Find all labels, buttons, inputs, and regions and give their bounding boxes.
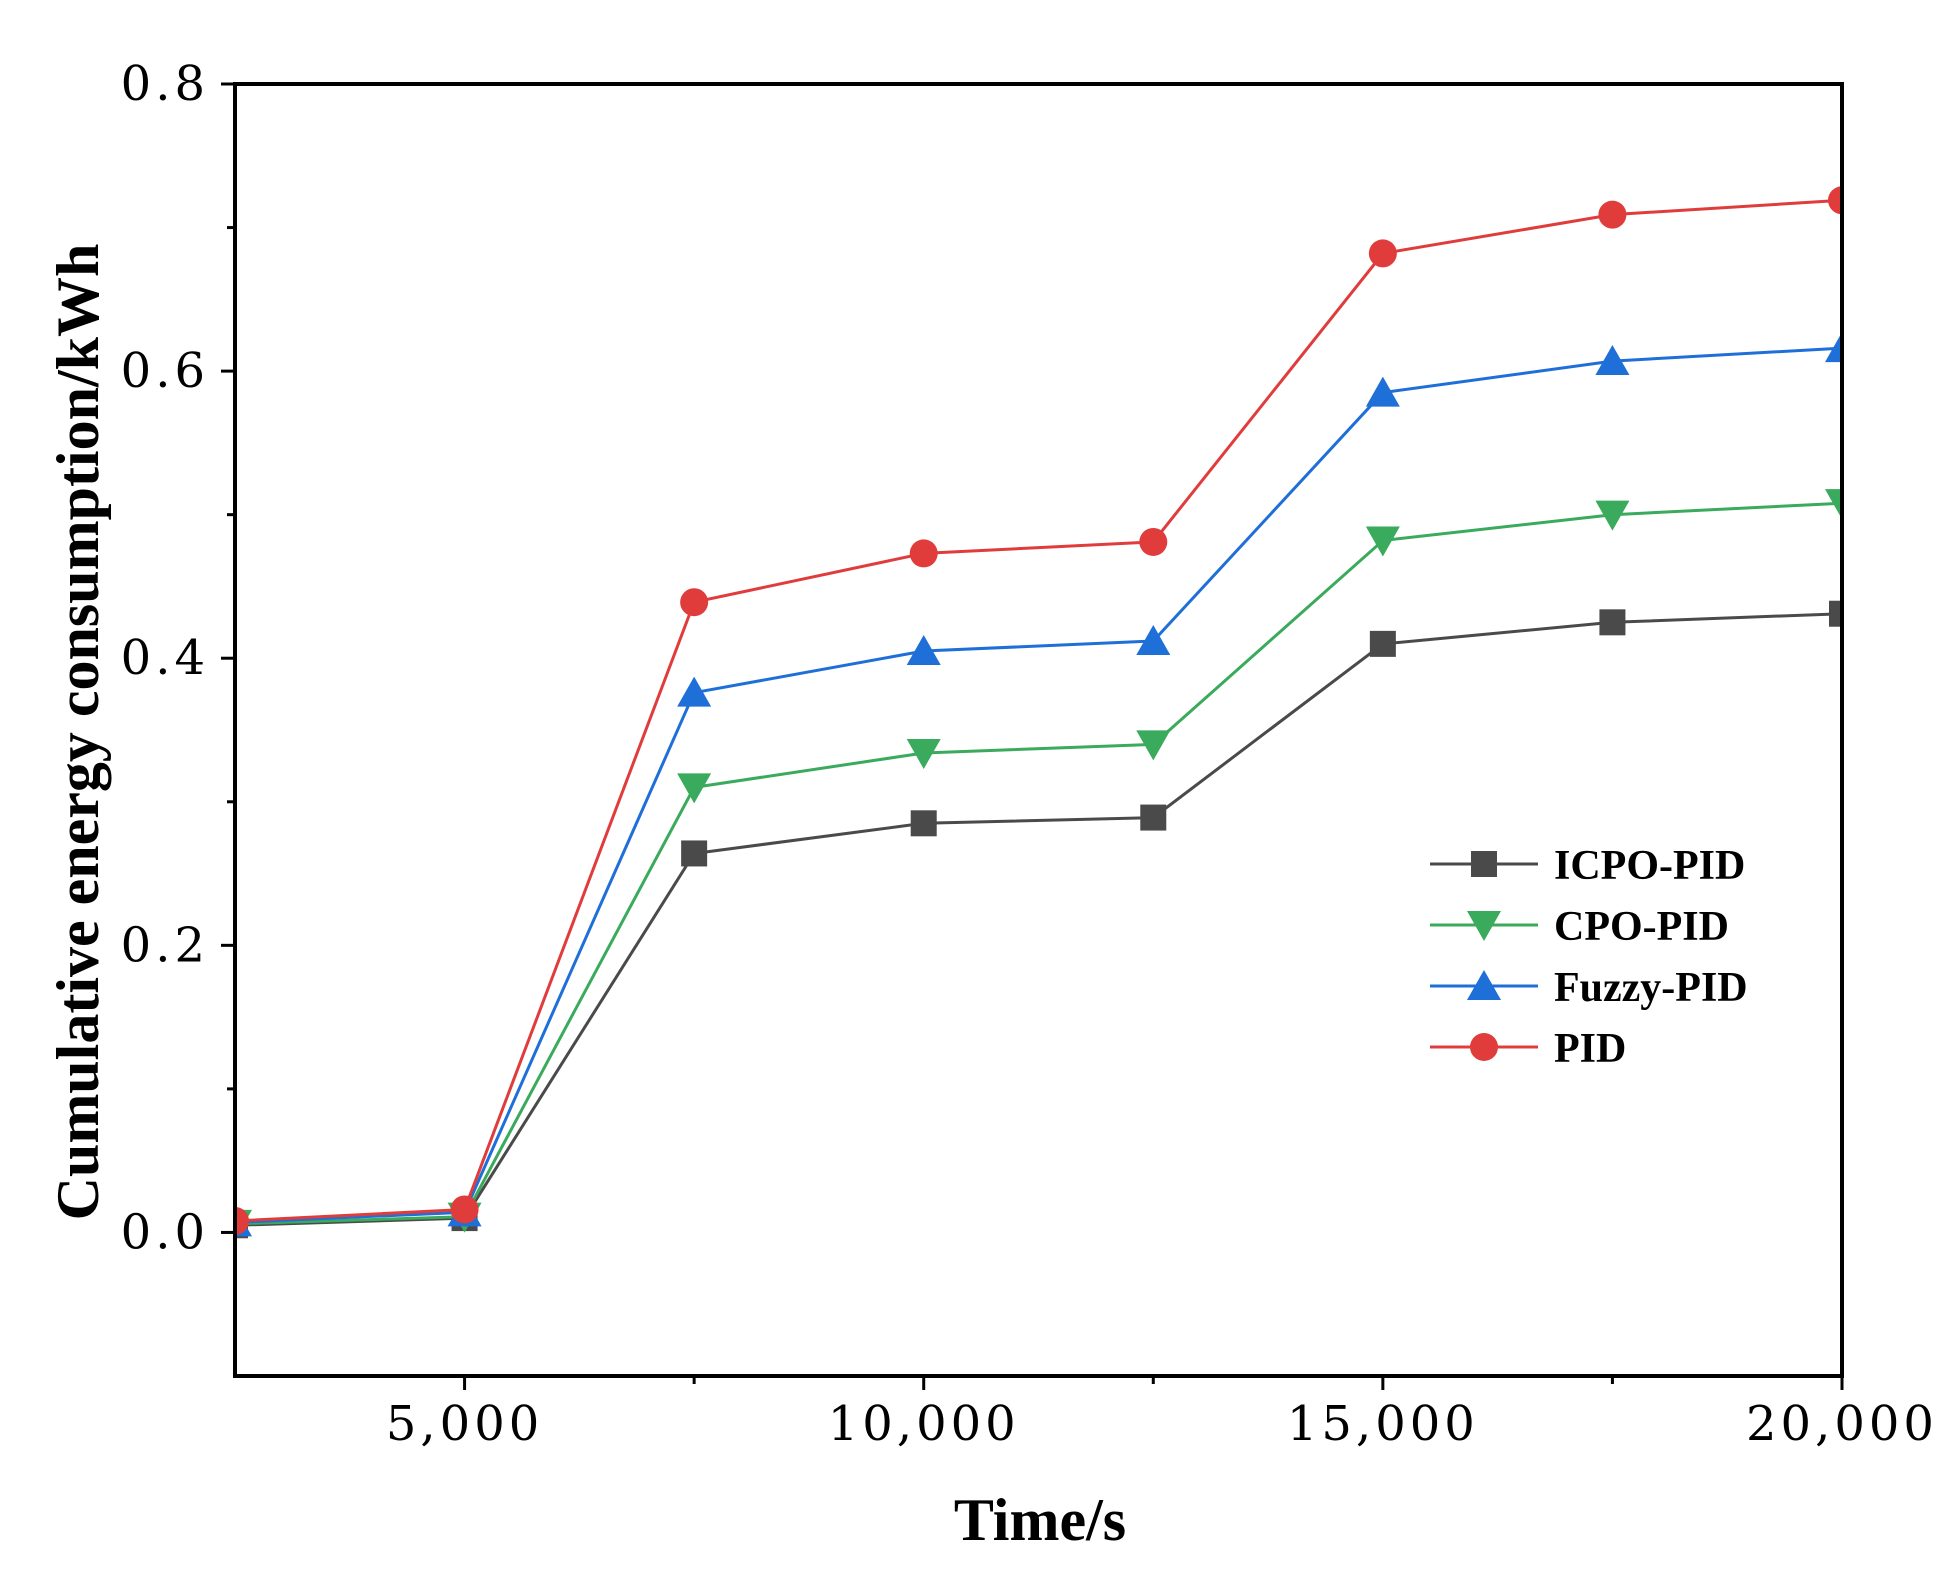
data-point-cpo-pid — [677, 773, 712, 804]
x-tick-label: 15,000 — [1287, 1396, 1479, 1452]
data-point-icpo-pid — [1829, 600, 1842, 627]
series-line-fuzzy-pid — [235, 346, 1842, 1224]
series-line-cpo-pid — [235, 501, 1842, 1226]
y-axis-title: Cumulative energy consumption/kWh — [45, 244, 111, 1221]
data-point-icpo-pid — [910, 810, 937, 837]
legend: ICPO-PID CPO-PID Fuzzy-PID PID — [1430, 843, 1748, 1072]
plot-area — [235, 186, 1842, 1240]
data-point-fuzzy-pid — [1365, 376, 1400, 407]
data-point-pid — [680, 588, 709, 617]
y-tick-label: 0.2 — [121, 917, 209, 973]
x-tick-label: 5,000 — [386, 1396, 543, 1452]
legend-marker-icpo-pid — [1471, 851, 1497, 877]
legend-label-icpo-pid: ICPO-PID — [1554, 843, 1745, 889]
data-point-icpo-pid — [1369, 630, 1396, 657]
data-point-fuzzy-pid — [1825, 332, 1842, 363]
data-point-pid — [450, 1195, 479, 1224]
legend-marker-fuzzy-pid — [1467, 970, 1501, 1000]
y-tick-label: 0.8 — [121, 56, 209, 112]
data-point-pid — [235, 1206, 249, 1235]
x-axis-title: Time/s — [954, 1487, 1126, 1553]
data-point-icpo-pid — [1140, 804, 1167, 831]
y-tick-label: 0.0 — [121, 1204, 209, 1260]
data-point-cpo-pid — [1595, 500, 1630, 531]
y-tick-label: 0.4 — [121, 630, 209, 686]
plot-frame — [233, 82, 1844, 1378]
data-point-pid — [1139, 527, 1168, 556]
axes: 0.0 0.2 0.4 0.6 0.8 5,000 10,000 15,000 20,000 — [121, 56, 1938, 1452]
series-line-icpo-pid — [235, 612, 1842, 1227]
legend-label-pid: PID — [1554, 1026, 1626, 1072]
data-point-icpo-pid — [681, 840, 708, 867]
data-point-fuzzy-pid — [677, 676, 712, 707]
legend-marker-cpo-pid — [1467, 911, 1501, 941]
y-tick-label: 0.6 — [121, 343, 209, 399]
data-point-icpo-pid — [1599, 609, 1626, 636]
data-point-pid — [1368, 239, 1397, 268]
x-tick-label: 20,000 — [1746, 1396, 1938, 1452]
data-point-cpo-pid — [1136, 730, 1171, 761]
data-point-cpo-pid — [1365, 526, 1400, 557]
data-point-fuzzy-pid — [1595, 345, 1630, 376]
data-point-fuzzy-pid — [1136, 624, 1171, 655]
x-tick-label: 10,000 — [828, 1396, 1020, 1452]
data-point-fuzzy-pid — [906, 635, 941, 666]
legend-label-cpo-pid: CPO-PID — [1554, 904, 1729, 950]
series-line-pid — [235, 198, 1842, 1223]
data-point-pid — [1828, 186, 1842, 215]
legend-label-fuzzy-pid: Fuzzy-PID — [1554, 965, 1748, 1011]
data-point-cpo-pid — [906, 738, 941, 769]
legend-marker-pid — [1470, 1033, 1498, 1061]
data-point-pid — [909, 539, 938, 568]
data-point-cpo-pid — [1825, 489, 1842, 520]
data-point-pid — [1598, 200, 1627, 229]
